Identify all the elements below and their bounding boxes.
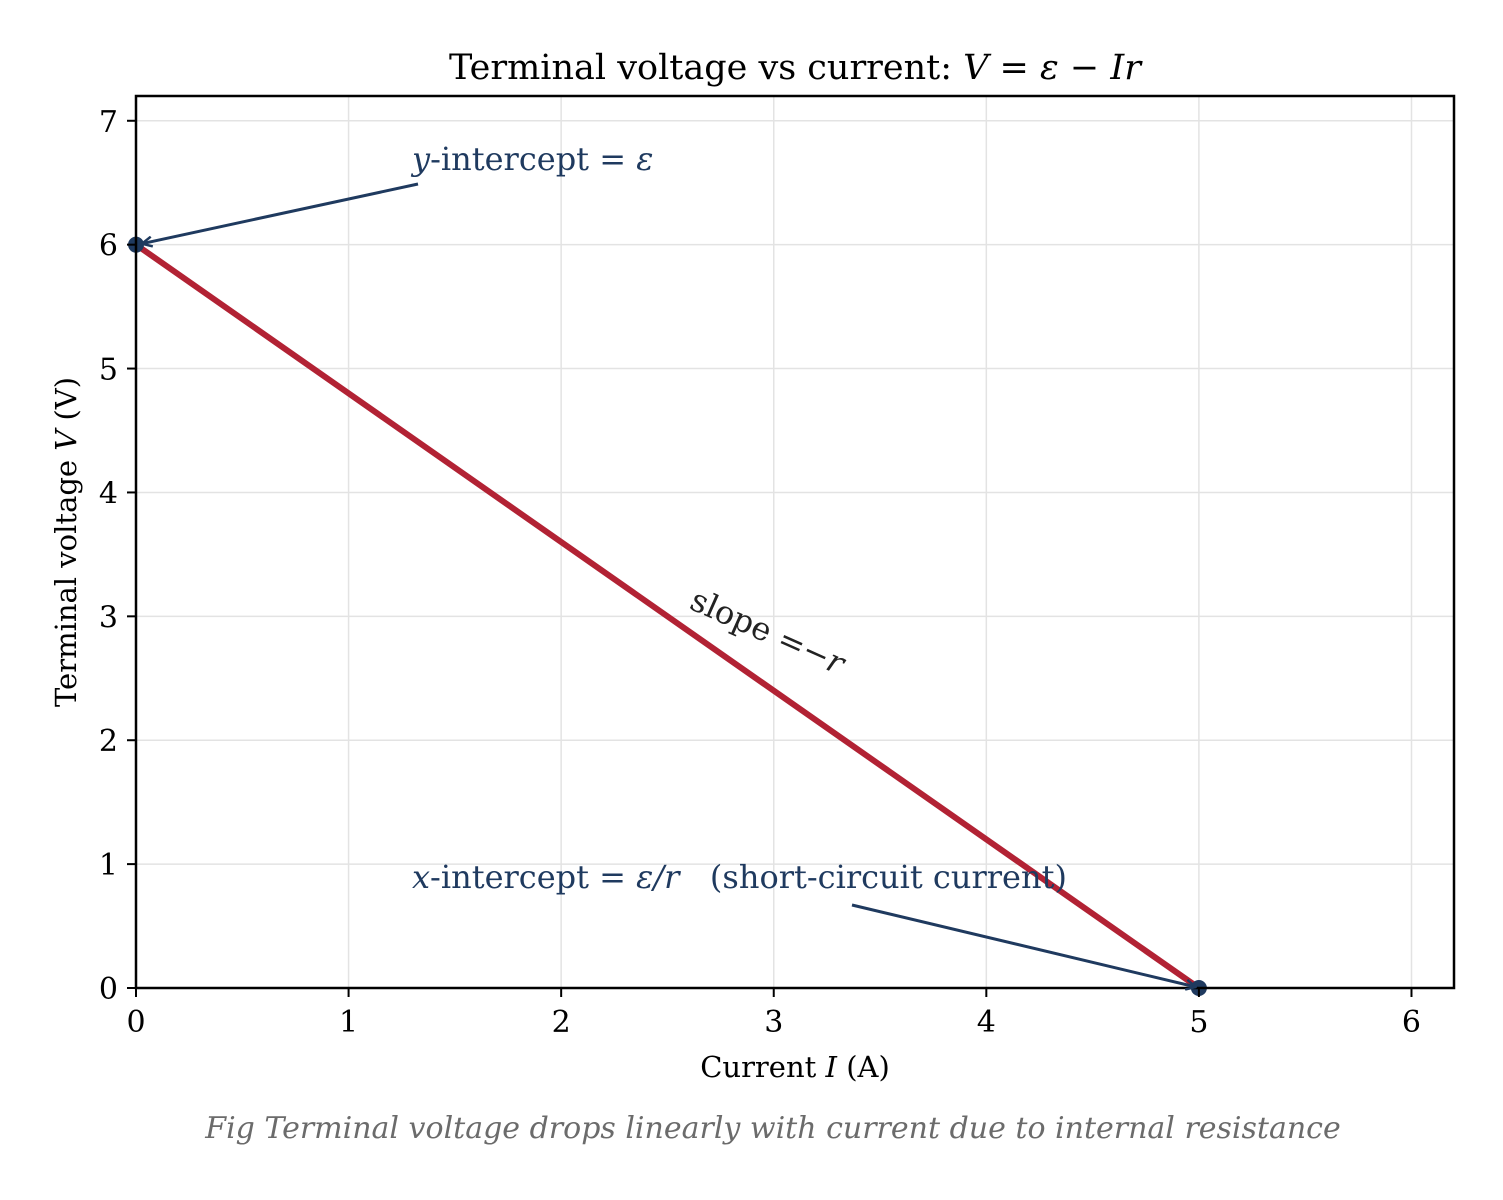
- x-tick-label: 0: [126, 1005, 145, 1040]
- y-intercept-annotation-label: y-intercept = ε: [410, 140, 653, 178]
- grid-layer: [135, 96, 1454, 989]
- y-tick-label: 3: [99, 600, 118, 635]
- x-axis-label: Current I (A): [700, 1050, 890, 1084]
- y-tick-label: 7: [99, 105, 118, 140]
- data-series-line: [133, 241, 1202, 991]
- x-tick-label: 5: [1189, 1005, 1208, 1040]
- y-axis-label: Terminal voltage V (V): [49, 377, 83, 707]
- plot-frame: [134, 94, 1456, 990]
- x-tick-label: 6: [1402, 1005, 1421, 1040]
- y-intercept-arrow: [142, 182, 419, 244]
- x-tick-label: 2: [552, 1005, 571, 1040]
- figure-caption: Fig Terminal voltage drops linearly with…: [204, 1111, 1341, 1146]
- x-intercept-arrow: [851, 903, 1196, 987]
- slope-annotation-label: slope =−r: [685, 581, 852, 683]
- y-tick-label: 5: [99, 353, 118, 388]
- x-tick-label: 3: [764, 1005, 783, 1040]
- chart-title: Terminal voltage vs current: V = ε − Ir: [449, 48, 1143, 88]
- x-intercept-annotation-label: x-intercept = ε/r (short-circuit current…: [412, 858, 1067, 896]
- axes-layer: 0 1 2 3 4 5 6 0 1 2 3 4 5 6 7: [99, 94, 1456, 1040]
- x-tick-label: 1: [339, 1005, 358, 1040]
- annotation-layer: [142, 182, 1196, 987]
- y-tick-label: 1: [99, 848, 118, 883]
- x-tick-label: 4: [977, 1005, 996, 1040]
- y-tick-label: 6: [99, 229, 118, 264]
- y-tick-label: 2: [99, 724, 118, 759]
- y-tick-label: 4: [99, 476, 118, 511]
- y-tick-label: 0: [99, 972, 118, 1007]
